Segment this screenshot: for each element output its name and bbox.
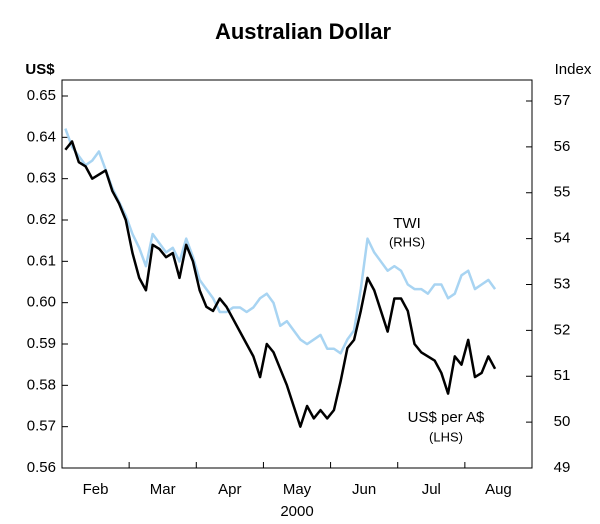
y-tick-label: 0.58 xyxy=(27,376,56,393)
y2-tick-label: 49 xyxy=(554,459,571,476)
y-tick-label: 0.63 xyxy=(27,170,56,187)
x-tick-label: Jul xyxy=(422,481,441,498)
y2-tick-label: 51 xyxy=(554,367,571,384)
y2-tick-label: 56 xyxy=(554,138,571,155)
y-tick-label: 0.56 xyxy=(27,459,56,476)
annotation: (RHS) xyxy=(389,234,425,249)
annotation: (LHS) xyxy=(429,429,463,444)
y2-tick-label: 53 xyxy=(554,275,571,292)
y-tick-label: 0.59 xyxy=(27,335,56,352)
y-axis-label: US$ xyxy=(25,61,55,78)
line-series xyxy=(64,140,497,428)
y-tick-label: 0.57 xyxy=(27,418,56,435)
x-tick-label: Apr xyxy=(218,481,241,498)
y2-tick-label: 55 xyxy=(554,184,571,201)
y2-axis-label: Index xyxy=(555,61,592,78)
series-label: US$ per A$ xyxy=(408,409,485,426)
y-tick-label: 0.60 xyxy=(27,294,56,311)
y-tick-label: 0.64 xyxy=(27,128,56,145)
x-tick-label: May xyxy=(283,481,312,498)
y2-tick-label: 50 xyxy=(554,413,571,430)
x-tick-label: Mar xyxy=(150,481,176,498)
x-tick-label: Feb xyxy=(83,481,109,498)
y-tick-label: 0.65 xyxy=(27,87,56,104)
y2-tick-label: 52 xyxy=(554,321,571,338)
y2-tick-label: 57 xyxy=(554,92,571,109)
x-tick-label: Aug xyxy=(485,481,512,498)
plot-frame xyxy=(61,79,533,469)
y2-tick-label: 54 xyxy=(554,230,571,247)
x-axis-label: 2000 xyxy=(280,503,313,520)
y-tick-label: 0.62 xyxy=(27,211,56,228)
chart-title: Australian Dollar xyxy=(215,19,391,44)
series-label: TWI xyxy=(393,215,421,232)
x-tick-label: Jun xyxy=(352,481,376,498)
line-series xyxy=(64,128,497,355)
y-tick-label: 0.61 xyxy=(27,252,56,269)
